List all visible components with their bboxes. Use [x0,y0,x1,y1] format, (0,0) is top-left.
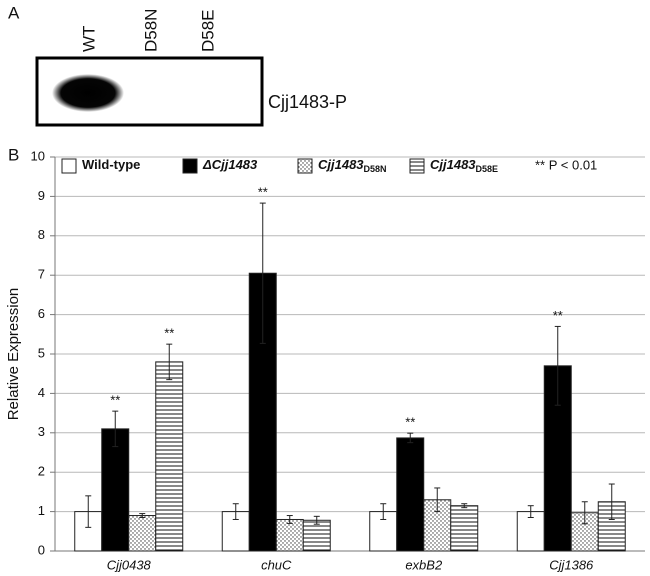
y-tick-label: 3 [38,424,45,439]
error-bar [581,501,588,525]
band-label: Cjj1483-P [268,92,347,112]
legend-swatch [409,158,425,174]
x-tick-label: Cjj0438 [107,557,152,572]
legend-label: Cjj1483D58E [430,157,498,174]
plot: 0 1 2 3 4 5 6 7 8 9 10 Cjj0438 ** ** chuC ** exbB2 ** Cjj1… [31,148,645,572]
y-tick-label: 4 [38,385,45,400]
legend-label: Cjj1483D58N [318,157,387,174]
bar [450,505,479,552]
panel-a: A WT D58N D58E Cjj1483-P [8,3,347,127]
lane-label: D58E [198,9,217,52]
error-bar [232,503,239,520]
note: ** P < 0.01 [535,157,597,172]
error-bar [527,505,534,519]
bar [155,361,184,552]
error-bar [166,343,173,381]
error-bar [380,503,387,520]
error-bar [608,483,615,520]
x-tick-label: chuC [261,557,292,572]
error-bar [554,325,561,406]
y-tick-label: 10 [31,148,45,163]
legend-name: Cjj1483 [430,157,476,172]
significance-marker: ** [405,415,415,430]
significance-marker: ** [553,308,563,323]
y-tick-label: 5 [38,345,45,360]
error-bar [434,487,441,513]
legend-swatch [297,158,313,174]
bar [275,518,304,552]
y-tick-label: 7 [38,267,45,282]
legend-label: Wild-type [82,157,140,172]
lane-label: D58N [141,9,160,52]
bar [128,515,157,552]
error-bar [313,515,320,525]
error-bar [139,513,146,519]
legend-name: Wild-type [82,157,140,172]
legend-subscript: D58N [364,164,387,174]
y-tick-label: 2 [38,464,45,479]
bar [302,519,331,552]
error-bar [85,495,92,528]
y-axis-label: Relative Expression [5,288,22,421]
legend-subscript: D58E [476,164,499,174]
legend-name: ΔCjj1483 [202,157,258,172]
error-bar [407,432,414,444]
error-bar [286,515,293,524]
legend-label: ΔCjj1483 [202,157,258,172]
panel-label: B [8,145,19,164]
bar [396,437,425,552]
y-tick-label: 8 [38,227,45,242]
blot-band [52,74,124,112]
y-tick-label: 0 [38,542,45,557]
significance-marker: ** [110,393,120,408]
x-tick-label: exbB2 [405,557,443,572]
y-tick-label: 1 [38,503,45,518]
legend-swatch [61,158,77,174]
lane-label: WT [79,26,98,52]
legend-name: Cjj1483 [318,157,364,172]
significance-marker: ** [258,185,268,200]
bar [101,428,130,552]
error-bar [461,503,468,509]
bar [248,272,277,552]
y-tick-label: 6 [38,306,45,321]
error-bar [259,202,266,344]
panel-label: A [8,3,20,22]
y-tick-label: 9 [38,188,45,203]
legend-swatch [182,158,198,174]
x-tick-label: Cjj1386 [549,557,594,572]
significance-marker: ** [164,326,174,341]
error-bar [112,410,119,448]
